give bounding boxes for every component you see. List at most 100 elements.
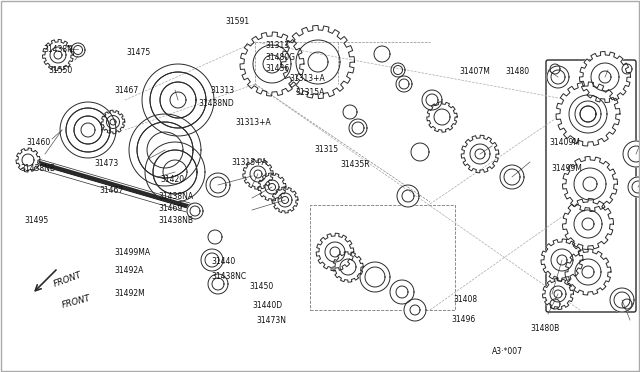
- Text: 31473N: 31473N: [256, 316, 286, 325]
- Text: 31480G: 31480G: [266, 53, 296, 62]
- Text: 31591: 31591: [225, 17, 250, 26]
- Text: 31496: 31496: [451, 315, 476, 324]
- Polygon shape: [622, 64, 632, 74]
- Polygon shape: [360, 262, 390, 292]
- Text: 31436: 31436: [266, 64, 290, 73]
- Polygon shape: [201, 249, 223, 271]
- Text: 31407M: 31407M: [460, 67, 490, 76]
- Text: 31499MA: 31499MA: [114, 248, 150, 257]
- Polygon shape: [547, 66, 569, 88]
- Text: 31438NB: 31438NB: [159, 216, 194, 225]
- Polygon shape: [563, 199, 614, 250]
- Polygon shape: [411, 143, 429, 161]
- Polygon shape: [187, 203, 203, 219]
- Polygon shape: [461, 135, 499, 173]
- Text: 31438NC: 31438NC: [211, 272, 246, 280]
- Polygon shape: [343, 105, 357, 119]
- Polygon shape: [60, 102, 116, 158]
- Polygon shape: [565, 249, 611, 295]
- Text: 31438NA: 31438NA: [159, 192, 194, 201]
- Polygon shape: [240, 32, 304, 96]
- Polygon shape: [316, 233, 354, 271]
- Polygon shape: [333, 252, 363, 282]
- Polygon shape: [374, 46, 390, 62]
- Text: 31480: 31480: [506, 67, 530, 76]
- Text: 31438ND: 31438ND: [198, 99, 234, 108]
- Text: 31480B: 31480B: [530, 324, 559, 333]
- Text: 31313+A: 31313+A: [289, 74, 325, 83]
- Polygon shape: [556, 82, 620, 146]
- Text: 31315A: 31315A: [296, 88, 325, 97]
- Polygon shape: [349, 119, 367, 137]
- Text: 31313+A: 31313+A: [236, 118, 271, 126]
- Text: 31495: 31495: [24, 216, 49, 225]
- Text: 31473: 31473: [95, 159, 119, 168]
- Text: 31313: 31313: [210, 86, 234, 94]
- Polygon shape: [16, 148, 40, 172]
- Polygon shape: [550, 64, 560, 74]
- Text: 31499M: 31499M: [552, 164, 582, 173]
- Polygon shape: [390, 280, 414, 304]
- Polygon shape: [206, 173, 230, 197]
- Polygon shape: [550, 299, 560, 309]
- Polygon shape: [422, 90, 442, 110]
- Polygon shape: [575, 101, 601, 127]
- Polygon shape: [396, 76, 412, 92]
- Polygon shape: [208, 274, 228, 294]
- Text: 31315: 31315: [315, 145, 339, 154]
- Text: FRONT: FRONT: [61, 294, 92, 310]
- Text: FRONT: FRONT: [52, 270, 83, 289]
- Polygon shape: [66, 108, 110, 152]
- Text: 31313: 31313: [266, 41, 290, 50]
- Polygon shape: [243, 159, 273, 189]
- Text: 31450: 31450: [250, 282, 274, 291]
- Text: 31435R: 31435R: [340, 160, 370, 169]
- Text: 31440D: 31440D: [253, 301, 283, 310]
- Polygon shape: [71, 43, 85, 57]
- Polygon shape: [150, 72, 206, 128]
- Polygon shape: [391, 63, 405, 77]
- Polygon shape: [541, 239, 583, 281]
- Polygon shape: [397, 185, 419, 207]
- Text: 31467: 31467: [114, 86, 138, 94]
- FancyBboxPatch shape: [546, 60, 636, 312]
- Polygon shape: [563, 157, 618, 212]
- Polygon shape: [137, 122, 193, 178]
- Text: 31492A: 31492A: [114, 266, 143, 275]
- Polygon shape: [282, 26, 355, 99]
- Text: 31438N: 31438N: [44, 45, 74, 54]
- Polygon shape: [101, 110, 125, 134]
- Polygon shape: [500, 165, 524, 189]
- Polygon shape: [272, 187, 298, 213]
- Text: 31420: 31420: [160, 175, 184, 184]
- Polygon shape: [427, 102, 457, 132]
- Polygon shape: [543, 279, 573, 310]
- Text: 31460: 31460: [27, 138, 51, 147]
- Polygon shape: [160, 82, 196, 118]
- Polygon shape: [208, 230, 222, 244]
- Text: 31550: 31550: [48, 66, 72, 75]
- Polygon shape: [129, 114, 201, 186]
- Bar: [310, 205, 455, 310]
- Text: 31469: 31469: [159, 204, 183, 213]
- Text: 31408: 31408: [453, 295, 477, 304]
- Text: 31313+A: 31313+A: [232, 158, 268, 167]
- Text: 31438NE: 31438NE: [20, 164, 55, 173]
- Polygon shape: [622, 299, 632, 309]
- Polygon shape: [258, 173, 286, 201]
- Polygon shape: [623, 141, 640, 167]
- Polygon shape: [142, 64, 214, 136]
- Text: 31475: 31475: [127, 48, 151, 57]
- Polygon shape: [579, 51, 630, 103]
- Text: 31409M: 31409M: [549, 138, 580, 147]
- Polygon shape: [628, 177, 640, 197]
- Polygon shape: [610, 288, 634, 312]
- Polygon shape: [74, 116, 102, 144]
- Text: A3·*007: A3·*007: [492, 347, 522, 356]
- Polygon shape: [145, 142, 205, 202]
- Text: 31440: 31440: [211, 257, 236, 266]
- Polygon shape: [153, 150, 197, 194]
- Polygon shape: [404, 299, 426, 321]
- Text: 31467: 31467: [99, 186, 124, 195]
- Text: 31492M: 31492M: [114, 289, 145, 298]
